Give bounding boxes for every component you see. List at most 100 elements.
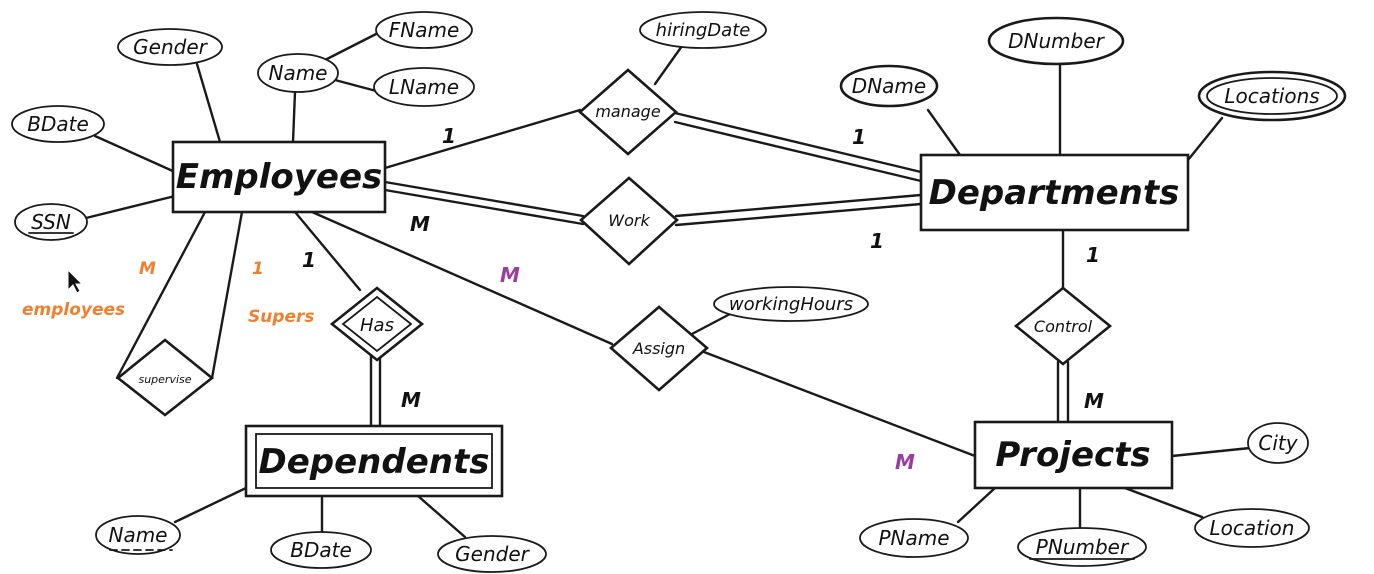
svg-text:hiringDate: hiringDate (656, 20, 751, 41)
line-locations (1186, 116, 1224, 162)
entity-employees-label: Employees (176, 157, 383, 197)
line-emp-supervise-b (210, 210, 244, 380)
line-manage-dept-a (673, 111, 923, 174)
card-control-dept: 1 (1086, 243, 1100, 267)
svg-text:BDate: BDate (290, 538, 352, 562)
attr-emp-lname: LName (373, 67, 475, 107)
relationship-manage-label: manage (595, 102, 660, 121)
relationship-work-label: Work (608, 211, 650, 230)
line-emp-work-a (383, 180, 585, 218)
note-supers-1: 1 (252, 259, 264, 279)
line-assign-proj (702, 350, 977, 458)
attr-proj-location: Location (1194, 508, 1310, 548)
attr-locations-multivalued: Locations (1197, 70, 1347, 122)
svg-text:Locations: Locations (1224, 84, 1319, 108)
line-dname (926, 108, 962, 157)
entity-departments: Departments (919, 153, 1190, 232)
svg-text:City: City (1258, 431, 1298, 455)
line-city (1170, 446, 1252, 458)
line-work-dept-a (674, 193, 923, 218)
line-manage-dept-b (673, 120, 923, 183)
attr-emp-gender: Gender (117, 28, 223, 66)
relationship-supervise: supervise (115, 338, 215, 417)
line-emp-manage (383, 108, 582, 170)
mouse-cursor-icon (67, 268, 84, 294)
svg-text:Name: Name (108, 523, 167, 547)
card-assign-proj: M (895, 450, 915, 474)
relationship-assign: Assign (609, 305, 709, 392)
role-annotations: M employees 1 Supers (22, 259, 315, 327)
line-assign-hours (688, 312, 732, 337)
entity-dependents-weak: Dependents (244, 424, 504, 498)
card-has-emp: 1 (302, 248, 316, 272)
attr-dname: DName (839, 64, 939, 108)
attr-emp-fname: FName (375, 11, 473, 49)
line-emp-work-b (383, 188, 585, 226)
entity-departments-label: Departments (929, 173, 1180, 213)
relationship-has-label: Has (360, 315, 394, 336)
relationship-has-identifying: Has (329, 286, 425, 362)
attr-dnumber-key: DNumber (987, 16, 1125, 66)
relationship-assign-label: Assign (632, 339, 685, 358)
relationship-supervise-label: supervise (138, 373, 191, 386)
card-manage-emp: 1 (442, 124, 456, 148)
line-pname (956, 486, 997, 524)
relationship-control: Control (1013, 286, 1113, 366)
svg-text:Gender: Gender (455, 542, 530, 566)
svg-text:PNumber: PNumber (1036, 535, 1130, 559)
svg-text:Gender: Gender (133, 35, 208, 59)
line-location (1123, 486, 1204, 519)
line-bdate (93, 134, 177, 174)
entity-projects-label: Projects (995, 435, 1150, 475)
connector-lines (84, 30, 1252, 539)
card-has-dep: M (401, 388, 421, 412)
attr-dep-gender: Gender (437, 535, 547, 573)
svg-text:DNumber: DNumber (1008, 29, 1106, 53)
attr-pname: PName (859, 518, 969, 558)
attr-emp-name: Name (257, 53, 339, 93)
card-manage-dept: 1 (852, 125, 866, 149)
line-emp-assign (310, 210, 614, 346)
relationship-control-label: Control (1034, 317, 1093, 336)
line-lname (333, 78, 382, 94)
entity-employees: Employees (171, 140, 387, 214)
line-dep-name (173, 486, 248, 524)
line-gender (195, 62, 222, 144)
svg-text:Name: Name (268, 61, 327, 85)
entity-dependents-label: Dependents (259, 442, 490, 482)
attr-pnumber-key: PNumber (1017, 527, 1147, 567)
line-ssn (84, 194, 177, 220)
attr-emp-bdate: BDate (11, 105, 105, 143)
svg-text:FName: FName (389, 18, 460, 42)
line-emp-supervise-a (115, 210, 207, 380)
card-work-dept: 1 (870, 229, 884, 253)
attr-city: City (1247, 422, 1309, 464)
attr-hiring-date: hiringDate (639, 11, 767, 49)
attr-working-hours: workingHours (713, 286, 869, 322)
relationship-work: Work (579, 176, 679, 266)
line-name (291, 90, 297, 144)
attr-emp-ssn-key: SSN (14, 203, 88, 241)
note-employees-m: M (139, 259, 156, 279)
line-manage-hiring (653, 44, 684, 86)
attr-dep-name-partial-key: Name (95, 515, 181, 555)
svg-text:LName: LName (389, 75, 459, 99)
line-emp-has (293, 210, 362, 292)
svg-text:Location: Location (1210, 516, 1295, 540)
card-control-proj: M (1084, 389, 1104, 413)
line-fname (323, 30, 382, 62)
note-supers-label: Supers (248, 307, 315, 327)
attr-dep-bdate: BDate (270, 531, 372, 569)
note-employees-label: employees (22, 300, 125, 320)
svg-text:PName: PName (878, 526, 949, 550)
line-dep-gender (416, 494, 467, 539)
card-assign-emp: M (500, 263, 520, 287)
svg-text:SSN: SSN (31, 210, 71, 234)
line-work-dept-b (674, 202, 923, 227)
card-work-emp: M (410, 212, 430, 236)
svg-text:DName: DName (852, 74, 926, 98)
entity-projects: Projects (973, 420, 1174, 490)
svg-text:workingHours: workingHours (729, 294, 853, 315)
cardinality-labels: 1 1 M 1 M M 1 M 1 M (302, 124, 1104, 474)
